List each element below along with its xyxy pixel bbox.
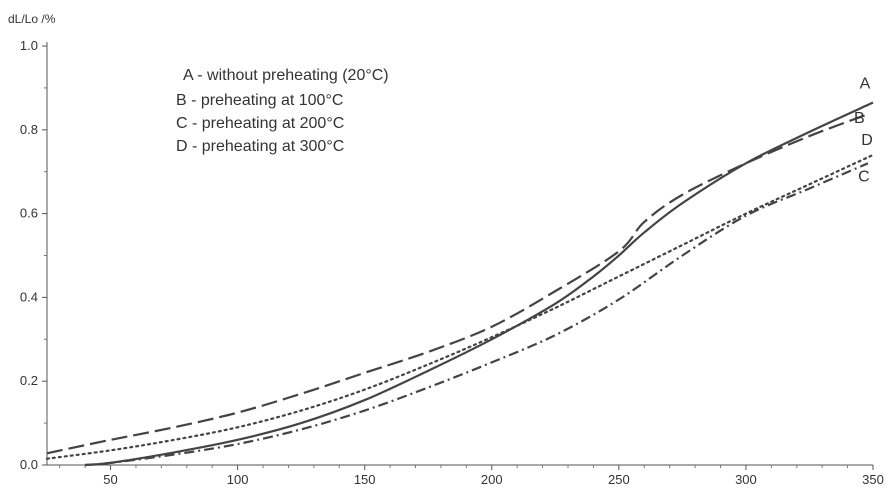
series-label-d: D — [861, 132, 873, 149]
y-axis-ticks: 0.0 0.2 0.4 0.6 0.8 1.0 — [20, 38, 47, 472]
x-tick-label: 250 — [608, 472, 630, 487]
y-tick-label: 0.4 — [20, 289, 38, 304]
series-label-a: A — [860, 76, 871, 93]
x-tick-label: 100 — [227, 472, 249, 487]
x-tick-label: 150 — [354, 472, 376, 487]
axes — [46, 42, 873, 466]
x-tick-label: 50 — [103, 472, 117, 487]
x-axis-ticks: 50 100 150 200 250 300 350 — [59, 465, 884, 487]
series-line-a — [85, 101, 874, 467]
legend-entry: D - preheating at 300°C — [176, 138, 344, 155]
series-label-b: B — [854, 110, 865, 127]
series-labels: AB C D — [854, 76, 873, 186]
y-tick-label: 0.8 — [20, 122, 38, 137]
legend-entry: A - without preheating (20°C) — [183, 67, 389, 84]
x-tick-label: 350 — [862, 472, 884, 487]
series-label-c: C — [858, 168, 870, 185]
legend: A - without preheating (20°C) B - preheat… — [176, 67, 389, 155]
x-tick-label: 200 — [481, 472, 503, 487]
series-line-c — [85, 162, 869, 467]
y-tick-label: 0.0 — [20, 457, 38, 472]
series-line-b — [46, 114, 866, 455]
y-tick-label: 1.0 — [20, 38, 38, 53]
legend-entry: B - preheating at 100°C — [176, 92, 343, 109]
y-tick-label: 0.2 — [20, 373, 38, 388]
legend-entry: C - preheating at 200°C — [176, 115, 344, 132]
y-tick-label: 0.6 — [20, 206, 38, 221]
x-tick-label: 300 — [735, 472, 757, 487]
y-axis-title: dL/Lo /% — [8, 12, 56, 26]
series-line-d — [45, 153, 875, 460]
series-lines — [45, 101, 875, 467]
